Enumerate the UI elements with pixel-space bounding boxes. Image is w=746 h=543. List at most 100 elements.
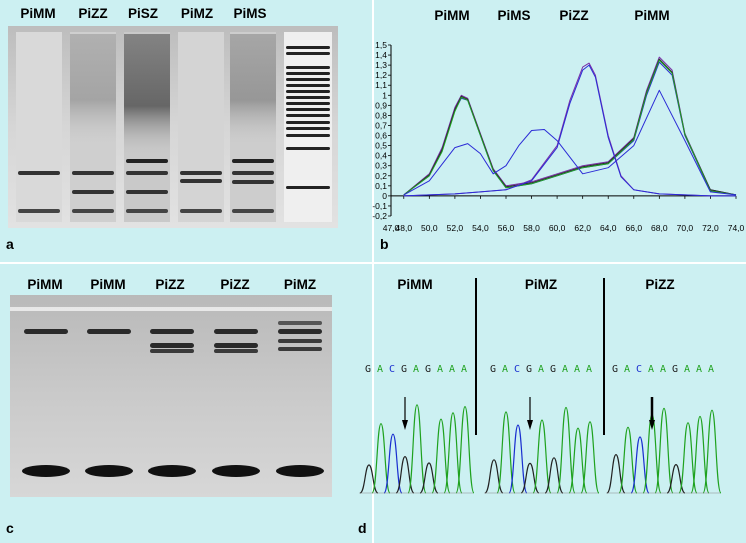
x-tick-label: 50,0 [421, 223, 438, 233]
gel-band [276, 465, 324, 477]
y-tick-label: 0 [382, 191, 387, 201]
base-letter: C [389, 364, 395, 375]
trace-peak [580, 421, 600, 494]
lane-label: PiZZ [78, 6, 108, 21]
gel-band [72, 190, 114, 194]
gel-smear [124, 34, 170, 154]
gel-smear [230, 34, 276, 144]
lane-label: PiMS [233, 6, 267, 21]
x-tick-label: 64,0 [600, 223, 617, 233]
base-letter: A [684, 364, 690, 375]
gel-band [148, 465, 196, 477]
gel-band [180, 179, 222, 183]
base-letter: A [538, 364, 544, 375]
base-letter: C [514, 364, 520, 375]
x-tick-label: 54,0 [472, 223, 489, 233]
base-letter: G [550, 364, 556, 375]
trace-peak [556, 406, 576, 494]
gel-band [232, 180, 274, 184]
panel-letter-b: b [380, 236, 389, 252]
gel-background [10, 295, 332, 497]
y-tick-label: 0,8 [375, 110, 387, 120]
peak-label: PiZZ [559, 8, 589, 23]
ladder-band [286, 108, 330, 111]
trace-peak [455, 405, 475, 494]
base-letter: A [562, 364, 568, 375]
ladder-band [286, 84, 330, 87]
x-tick-label: 66,0 [626, 223, 643, 233]
gel-band [180, 171, 222, 175]
gel-band [278, 321, 322, 325]
gel-band [24, 329, 68, 334]
y-tick-label: 0,3 [375, 161, 387, 171]
gel-band [232, 171, 274, 175]
x-tick-label: 56,0 [498, 223, 515, 233]
base-letter: A [574, 364, 580, 375]
y-tick-label: 1,2 [375, 70, 387, 80]
gel-image-c [10, 295, 332, 497]
base-letter: A [502, 364, 508, 375]
base-letter: A [449, 364, 455, 375]
gel-band [232, 159, 274, 163]
melting-curve-chart: 1,51,41,31,21,110,90,80,70,60,50,40,30,2… [372, 40, 744, 233]
peak-label: PiMM [634, 8, 670, 23]
gel-band [126, 159, 168, 163]
ladder-band [286, 46, 330, 49]
lane-label: PiMZ [283, 277, 317, 292]
base-letter: A [660, 364, 666, 375]
panel-letter-a: a [6, 236, 14, 252]
gel-band [87, 329, 131, 334]
base-letter: G [365, 364, 371, 375]
trace-peak [508, 424, 528, 494]
x-tick-label: 62,0 [574, 223, 591, 233]
x-tick-label: 52,0 [447, 223, 464, 233]
gel-band [126, 190, 168, 194]
base-letter: A [696, 364, 702, 375]
gel-band [126, 209, 168, 213]
arrow-head [402, 420, 408, 430]
y-tick-label: -0,2 [372, 211, 387, 221]
y-tick-label: 1,1 [375, 80, 387, 90]
gel-band [150, 329, 194, 334]
ladder-band [286, 72, 330, 75]
trace-peak [618, 426, 638, 494]
ladder-band [286, 114, 330, 117]
lane-label: PiMM [20, 6, 56, 21]
gel-band [214, 343, 258, 348]
gel-background [8, 26, 338, 228]
gel-band [18, 209, 60, 213]
gel-band [214, 329, 258, 334]
lane-label: PiMZ [180, 6, 214, 21]
horizontal-divider [0, 262, 746, 264]
lane-label: PiZZ [155, 277, 185, 292]
arrow-head [527, 420, 533, 430]
gel-well-edge [10, 307, 332, 311]
base-letter: G [401, 364, 407, 375]
series-line [403, 89, 737, 196]
gel-band [18, 171, 60, 175]
y-tick-label: 0,7 [375, 120, 387, 130]
lane-label: PiZZ [220, 277, 250, 292]
gel-lane [178, 32, 224, 222]
ladder-band [286, 52, 330, 55]
base-letter: A [461, 364, 467, 375]
base-letter: G [526, 364, 532, 375]
trace-peak [371, 423, 391, 494]
gel-band [150, 349, 194, 353]
base-letter: G [612, 364, 618, 375]
lane-label: PiSZ [127, 6, 159, 21]
peak-label: PiMM [434, 8, 470, 23]
peak-label: PiMS [497, 8, 531, 23]
base-letter: A [377, 364, 383, 375]
base-letter: A [586, 364, 592, 375]
ladder-band [286, 134, 330, 137]
y-tick-label: 1,4 [375, 50, 387, 60]
gel-band [150, 343, 194, 348]
gel-band [214, 349, 258, 353]
ladder-band [286, 78, 330, 81]
base-letter: G [425, 364, 431, 375]
arrow-head [649, 420, 655, 430]
ladder-band [286, 127, 330, 130]
series-line [403, 56, 737, 196]
